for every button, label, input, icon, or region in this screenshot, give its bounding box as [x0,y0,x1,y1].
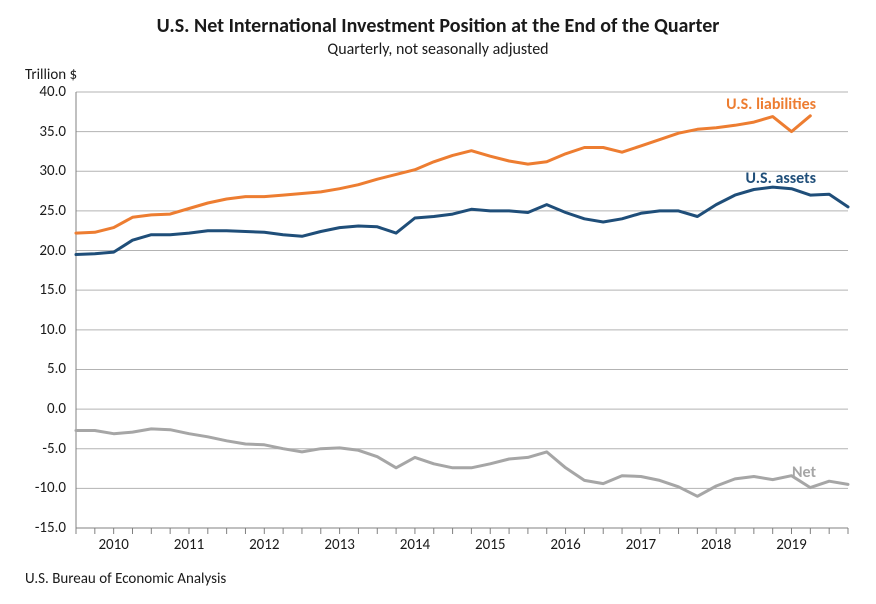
y-tick-label: 40.0 [0,83,66,101]
y-tick-labels: -15.0-10.0-5.00.05.010.015.020.025.030.0… [0,92,66,528]
y-tick-label: 15.0 [0,281,66,299]
chart-title: U.S. Net International Investment Positi… [0,14,876,38]
y-tick-label: 30.0 [0,162,66,180]
series-label-assets: U.S. assets [745,169,816,188]
x-tick-label: 2019 [776,536,806,554]
y-tick-label: -15.0 [0,519,66,537]
y-tick-label: 35.0 [0,123,66,141]
y-tick-label: 5.0 [0,360,66,378]
chart-page: U.S. Net International Investment Positi… [0,0,876,604]
plot-svg [76,92,848,528]
y-tick-label: 20.0 [0,242,66,260]
x-tick-label: 2012 [249,536,279,554]
series-label-net: Net [792,463,816,482]
y-tick-label: -10.0 [0,479,66,497]
source-attribution: U.S. Bureau of Economic Analysis [25,570,226,588]
y-tick-label: 25.0 [0,202,66,220]
x-tick-label: 2016 [550,536,580,554]
y-tick-label: 0.0 [0,400,66,418]
x-tick-label: 2013 [324,536,354,554]
x-tick-label: 2014 [400,536,430,554]
x-tick-label: 2017 [626,536,656,554]
y-tick-label: 10.0 [0,321,66,339]
x-tick-label: 2011 [174,536,204,554]
series-line-net [76,429,848,496]
plot-area: U.S. liabilities U.S. assets Net [76,92,848,528]
x-tick-labels: 2010 2011 2012 2013 2014 2015 2016 2017 2018 2019 [76,536,848,560]
y-tick-label: -5.0 [0,440,66,458]
y-axis-unit-label: Trillion $ [25,66,77,84]
x-tick-label: 2015 [475,536,505,554]
series-line-assets [76,187,848,254]
x-tick-label: 2018 [701,536,731,554]
chart-subtitle: Quarterly, not seasonally adjusted [0,40,876,59]
x-tick-label: 2010 [98,536,128,554]
series-label-liabilities: U.S. liabilities [726,95,816,114]
